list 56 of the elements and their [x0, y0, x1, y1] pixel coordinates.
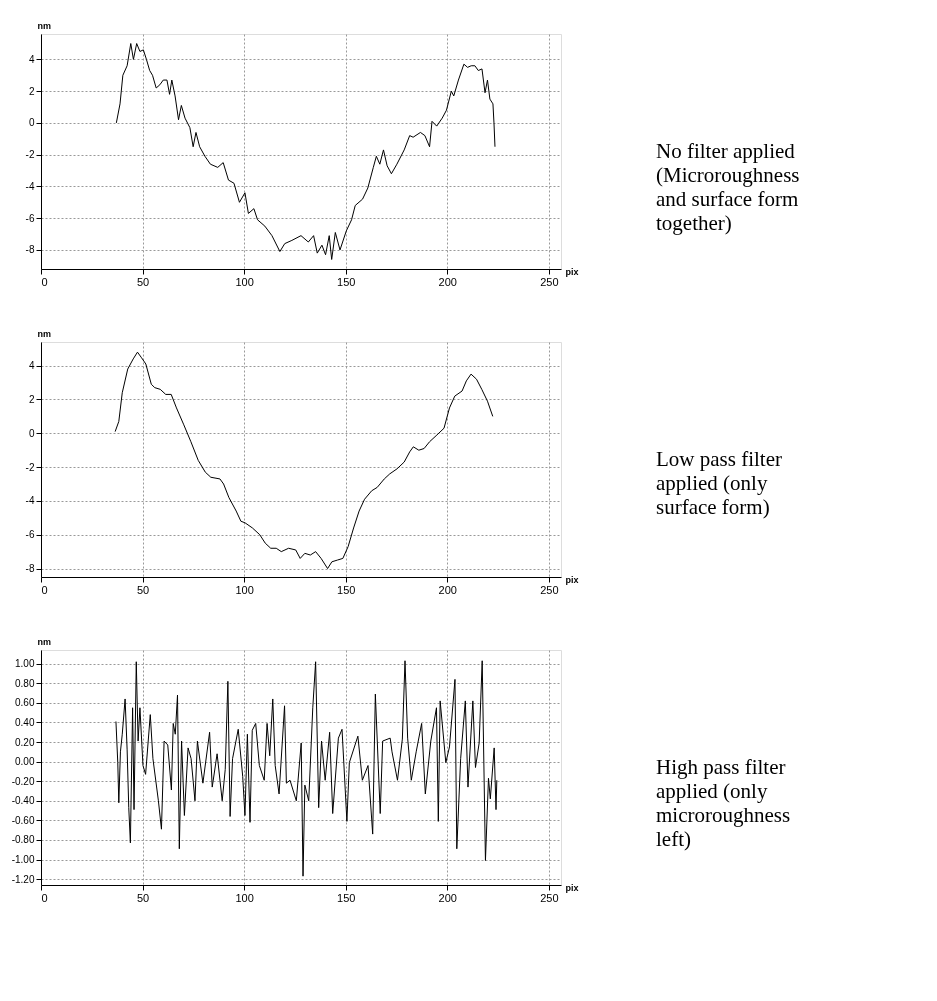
y-tick-label: -4 — [25, 180, 35, 192]
y-tick-label: -2 — [25, 461, 35, 473]
x-tick-label: 50 — [136, 275, 150, 288]
y-tick-label: 0.00 — [15, 756, 35, 768]
line-series — [114, 351, 494, 570]
x-tick-label: 0 — [41, 891, 48, 904]
text: High pass filter applied (only microroughness left) — [656, 754, 791, 851]
y-tick-label: -6 — [25, 529, 35, 541]
x-tick-label: 50 — [136, 583, 150, 596]
x-tick-label: 250 — [540, 275, 559, 288]
x-tick-label: 250 — [540, 583, 559, 596]
x-tick-label: 250 — [540, 891, 559, 904]
x-tick-label: 100 — [235, 275, 254, 288]
y-tick-label: 0 — [28, 117, 35, 129]
y-tick-label: -1.00 — [11, 854, 35, 866]
x-tick-label: 0 — [41, 583, 48, 596]
line-series — [115, 660, 498, 877]
y-tick-label: 0.40 — [15, 716, 35, 728]
y-tick-label: 1.00 — [15, 658, 35, 670]
y-tick-label: -8 — [25, 563, 35, 575]
y-tick-label: -4 — [25, 495, 35, 507]
y-tick-label: 0.60 — [15, 697, 35, 709]
y-tick-label: -0.20 — [11, 775, 35, 787]
x-tick-label: 150 — [337, 583, 356, 596]
y-tick-label: -6 — [25, 212, 35, 224]
x-tick-label: 0 — [41, 275, 48, 288]
y-tick-label: -8 — [25, 244, 35, 256]
x-tick-label: 100 — [235, 891, 254, 904]
y-axis-title: nm — [37, 636, 51, 647]
y-axis-title: nm — [37, 328, 51, 339]
text: Low pass filter applied (only surface form) — [656, 446, 782, 519]
y-tick-label: -0.60 — [11, 814, 35, 826]
x-axis-title: pix — [565, 882, 579, 893]
y-tick-label: 2 — [28, 393, 35, 405]
y-tick-label: 0 — [28, 427, 35, 439]
x-axis-title: pix — [565, 266, 579, 277]
y-tick-label: -0.40 — [11, 795, 35, 807]
y-tick-label: 4 — [28, 360, 35, 372]
x-axis-title: pix — [565, 574, 579, 585]
y-axis-title: nm — [37, 20, 51, 31]
x-tick-label: 150 — [337, 275, 356, 288]
x-tick-label: 200 — [438, 275, 457, 288]
x-tick-label: 50 — [136, 891, 150, 904]
text: No filter applied (Microroughness and surface form together) — [656, 138, 800, 235]
y-tick-label: -0.80 — [11, 834, 35, 846]
y-tick-label: 2 — [28, 85, 35, 97]
x-tick-label: 200 — [438, 583, 457, 596]
y-tick-label: 0.20 — [15, 736, 35, 748]
y-tick-label: -1.20 — [11, 873, 35, 885]
x-tick-label: 100 — [235, 583, 254, 596]
x-tick-label: 200 — [438, 891, 457, 904]
y-tick-label: -2 — [25, 149, 35, 161]
y-tick-label: 4 — [28, 53, 35, 65]
line-series — [115, 43, 496, 260]
y-tick-label: 0.80 — [15, 677, 35, 689]
x-tick-label: 150 — [337, 891, 356, 904]
